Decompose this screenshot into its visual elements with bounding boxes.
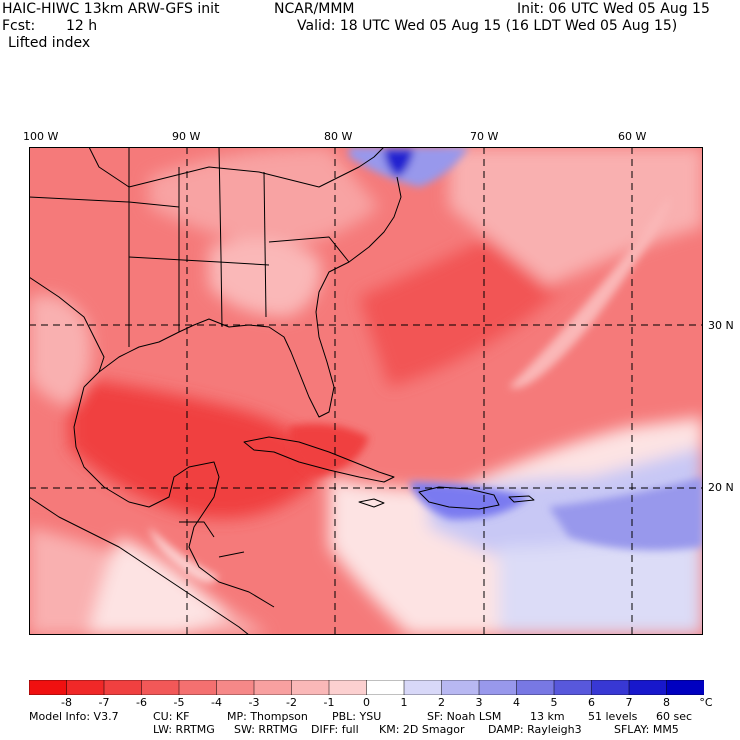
colorbar-swatch — [591, 680, 630, 695]
state-border-7 — [128, 256, 270, 266]
field-name: Lifted index — [8, 35, 91, 51]
header-org: NCAR/MMM — [274, 1, 355, 17]
footer-cu: CU: KF — [153, 710, 190, 723]
region-strong-gulf — [69, 377, 329, 519]
region-strong-bahamas — [289, 423, 369, 477]
colorbar-swatch — [666, 680, 704, 695]
colorbar-swatch — [553, 680, 593, 695]
footer-resolution: 13 km — [530, 710, 565, 723]
header-title: HAIC-HIWC 13km ARW-GFS init — [2, 1, 220, 17]
footer-lw: LW: RRTMG — [153, 723, 215, 736]
colorbar-label: -6 — [136, 696, 147, 709]
colorbar-label: 4 — [513, 696, 520, 709]
region-light-mexico — [29, 295, 92, 407]
map-frame — [29, 147, 703, 635]
colorbar-label: -4 — [211, 696, 222, 709]
lon-label-100w: 100 W — [23, 130, 59, 143]
lon-label-90w: 90 W — [172, 130, 201, 143]
colorbar-label: 6 — [588, 696, 595, 709]
colorbar-label: 7 — [625, 696, 633, 709]
colorbar-label: 0 — [363, 696, 370, 709]
state-border-1 — [218, 147, 223, 328]
colorbar-label: -3 — [248, 696, 260, 709]
footer-sw: SW: RRTMG — [234, 723, 298, 736]
lat-label-20n: 20 N — [708, 481, 734, 494]
colorbar-label: -1 — [323, 696, 335, 709]
region-very-stable-chesapeake — [384, 149, 414, 177]
footer-diff: DIFF: full — [311, 723, 359, 736]
footer-timestep: 60 sec — [656, 710, 693, 723]
header-fcst-value: 12 h — [66, 18, 98, 34]
lon-label-80w: 80 W — [324, 130, 353, 143]
colorbar-label: 5 — [550, 696, 558, 709]
region-positive-south — [499, 527, 703, 635]
colorbar-label: 3 — [475, 696, 483, 709]
colorbar — [29, 680, 704, 695]
colorbar-swatch — [366, 680, 405, 695]
state-border-6 — [29, 196, 180, 208]
region-stable-hispaniola — [409, 482, 529, 520]
colorbar-swatch — [178, 680, 218, 695]
region-light-pacific — [89, 537, 229, 635]
colorbar-swatch — [516, 680, 555, 695]
colorbar-swatch — [29, 680, 68, 695]
colorbar-label: -7 — [98, 696, 110, 709]
lifted-index-map — [29, 147, 703, 635]
footer-levels: 51 levels — [588, 710, 638, 723]
region-stable-east-caribbean — [549, 477, 703, 551]
header-valid: Valid: 18 UTC Wed 05 Aug 15 (16 LDT Wed … — [297, 18, 678, 34]
colorbar-label: 2 — [438, 696, 445, 709]
colorbar-swatch — [441, 680, 480, 695]
colorbar-label: -2 — [286, 696, 297, 709]
footer-mp: MP: Thompson — [227, 710, 308, 723]
header-init: Init: 06 UTC Wed 05 Aug 15 — [517, 1, 710, 17]
footer-pbl: PBL: YSU — [332, 710, 382, 723]
footer-km: KM: 2D Smagor — [379, 723, 465, 736]
colorbar-swatch — [66, 680, 105, 695]
coastline-gulf-mexico — [73, 386, 275, 608]
border-mexico-us — [29, 276, 105, 373]
footer-model-info: Model Info: V3.7 — [29, 710, 119, 723]
coastline-us-east — [83, 147, 402, 418]
state-border-4 — [268, 236, 350, 263]
colorbar-swatch — [103, 680, 143, 695]
region-stable-midatlantic — [349, 147, 469, 187]
coastline-jamaica — [358, 498, 385, 508]
coastline-puerto-rico — [508, 495, 535, 503]
footer-damp: DAMP: Rayleigh3 — [488, 723, 582, 736]
colorbar-swatch — [478, 680, 518, 695]
state-border-2 — [263, 171, 267, 318]
region-light-northeast — [449, 147, 703, 287]
footer-sflay: SFLAY: MM5 — [614, 723, 679, 736]
coastline-pacific — [29, 496, 250, 635]
colorbar-label: 8 — [663, 696, 670, 709]
colorbar-swatch — [628, 680, 668, 695]
lat-label-30n: 30 N — [708, 319, 734, 332]
coastline-cuba — [243, 436, 395, 483]
colorbar-label: 1 — [400, 696, 408, 709]
colorbar-swatch — [328, 680, 368, 695]
colorbar-swatch — [403, 680, 443, 695]
colorbar-swatch — [216, 680, 255, 695]
header-fcst-label: Fcst: — [2, 18, 36, 34]
colorbar-label: -8 — [61, 696, 72, 709]
colorbar-unit: °C — [699, 696, 713, 709]
colorbar-swatch — [141, 680, 180, 695]
colorbar-swatch — [253, 680, 293, 695]
colorbar-label: -5 — [173, 696, 185, 709]
lon-label-60w: 60 W — [618, 130, 647, 143]
colorbar-swatch — [291, 680, 330, 695]
footer-sf: SF: Noah LSM — [427, 710, 502, 723]
lon-label-70w: 70 W — [470, 130, 499, 143]
